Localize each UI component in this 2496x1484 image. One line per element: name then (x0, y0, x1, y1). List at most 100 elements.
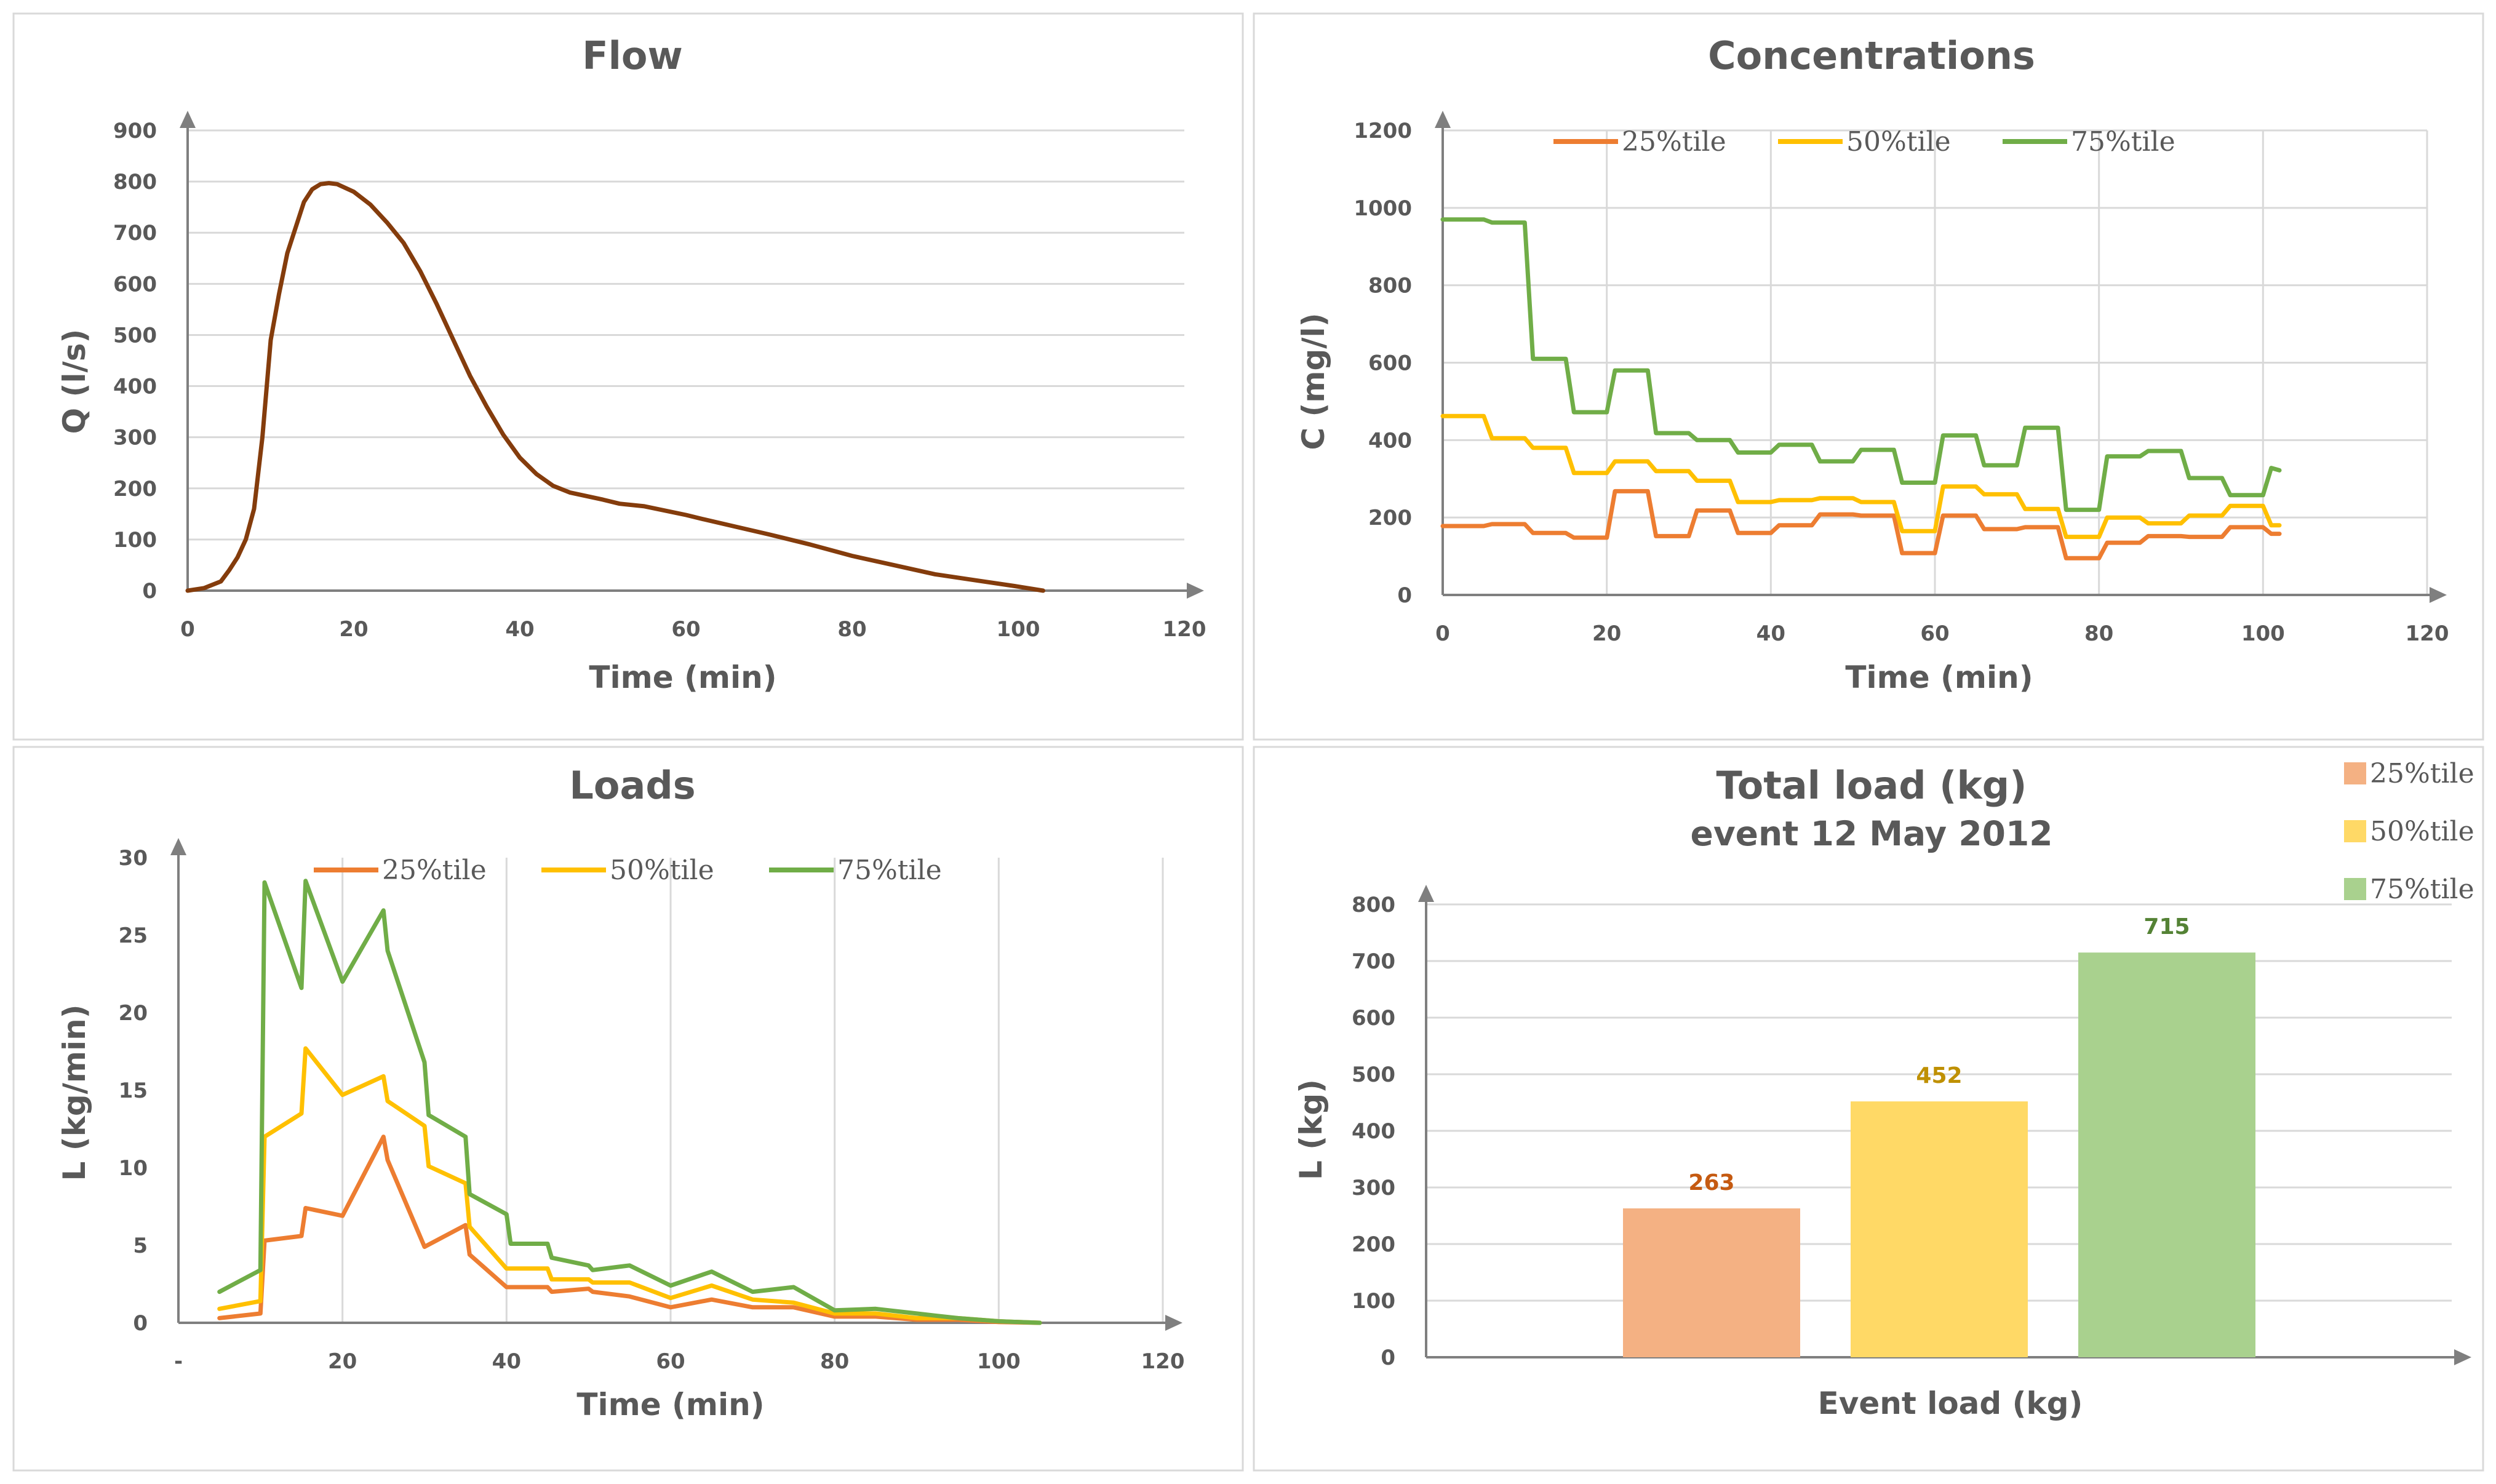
concentrations-legend-label: 75%tile (2071, 126, 2175, 158)
total-load-legend-swatch (2344, 762, 2366, 784)
flow-x-axis-title: Time (min) (589, 660, 776, 695)
concentrations-x-tick-label: 80 (2084, 621, 2113, 646)
concentrations-y-tick-label: 600 (1368, 351, 1412, 376)
flow-x-tick-label: 0 (180, 617, 195, 642)
loads-x-tick-label: 120 (1141, 1349, 1185, 1374)
concentrations-panel (1253, 12, 2484, 741)
loads-y-tick-label: 5 (133, 1234, 148, 1258)
concentrations-y-tick-label: 1200 (1354, 119, 1412, 143)
concentrations-y-tick-label: 1000 (1354, 196, 1412, 221)
total-load-bar-value-label: 263 (1688, 1170, 1734, 1195)
loads-legend-label: 50%tile (610, 855, 714, 886)
total-load-y-tick-label: 200 (1352, 1232, 1395, 1257)
total-load-bar-value-label: 715 (2143, 914, 2190, 939)
concentrations-x-tick-label: 0 (1435, 621, 1450, 646)
flow-y-tick-label: 700 (113, 221, 157, 245)
total-load-bar-25tile (1623, 1208, 1800, 1357)
flow-x-tick-label: 120 (1163, 617, 1206, 642)
total-load-y-tick-label: 100 (1352, 1289, 1395, 1314)
flow-y-tick-label: 900 (113, 119, 157, 143)
loads-panel (12, 746, 1244, 1472)
flow-y-tick-label: 400 (113, 375, 157, 399)
concentrations-legend-label: 50%tile (1846, 126, 1951, 158)
loads-series-75tile (217, 879, 1042, 1325)
flow-y-tick-label: 0 (142, 579, 157, 604)
total-load-y-axis-arrow (1418, 885, 1434, 902)
concentrations-series-75tile (1440, 217, 2282, 513)
total-load-y-tick-label: 300 (1352, 1176, 1395, 1200)
concentrations-x-tick-label: 120 (2406, 621, 2449, 646)
loads-y-tick-label: 20 (119, 1001, 148, 1026)
concentrations-legend-label: 25%tile (1622, 126, 1726, 158)
concentrations-x-tick-label: 100 (2241, 621, 2285, 646)
flow-y-tick-label: 600 (113, 272, 157, 297)
total-load-y-tick-label: 700 (1352, 949, 1395, 974)
concentrations-x-tick-label: 60 (1920, 621, 1949, 646)
loads-x-tick-label: 40 (492, 1349, 521, 1374)
flow-y-tick-label: 500 (113, 323, 157, 348)
flow-y-axis-title: Q (l/s) (57, 329, 92, 434)
concentrations-series-25tile (1440, 489, 2282, 560)
loads-legend-label: 25%tile (382, 855, 487, 886)
total-load-x-axis-arrow (2454, 1349, 2471, 1365)
loads-x-axis-title: Time (min) (576, 1387, 764, 1422)
total-load-title: Total load (kg) (1716, 763, 2027, 808)
flow-y-axis-arrow (180, 111, 196, 128)
concentrations-x-tick-label: 40 (1756, 621, 1785, 646)
total-load-y-tick-label: 400 (1352, 1119, 1395, 1144)
concentrations-y-tick-label: 0 (1397, 583, 1412, 608)
flow-x-tick-label: 40 (505, 617, 534, 642)
total-load-bar-75tile (2078, 952, 2255, 1357)
total-load-y-tick-label: 500 (1352, 1063, 1395, 1087)
flow-x-tick-label: 80 (837, 617, 866, 642)
loads-x-tick-label: 60 (656, 1349, 685, 1374)
loads-y-axis-title: L (kg/min) (57, 1004, 92, 1181)
total-load-bar-50tile (1851, 1101, 2028, 1357)
loads-x-tick-label: 80 (820, 1349, 849, 1374)
flow-x-tick-label: 100 (997, 617, 1040, 642)
total-load-subtitle: event 12 May 2012 (1691, 814, 2053, 853)
total-load-chart: 0 100 200 300 400 500 600 700 800 263 452 715 25%til… (1352, 758, 2474, 1370)
loads-x-tick-label: - (174, 1349, 183, 1374)
flow-y-tick-label: 100 (113, 528, 157, 553)
total-load-legend-swatch (2344, 820, 2366, 842)
concentrations-title: Concentrations (1708, 33, 2035, 78)
flow-y-tick-label: 200 (113, 477, 157, 501)
loads-y-tick-label: 30 (119, 846, 148, 871)
total-load-y-tick-label: 800 (1352, 893, 1395, 917)
total-load-y-tick-label: 600 (1352, 1006, 1395, 1031)
flow-x-axis-arrow (1187, 583, 1204, 599)
flow-series-flow (185, 181, 1045, 593)
total-load-y-tick-label: 0 (1381, 1346, 1395, 1370)
concentrations-y-tick-label: 200 (1368, 506, 1412, 530)
loads-series-50tile (217, 1046, 1042, 1325)
loads-title: Loads (569, 763, 695, 808)
total-load-y-axis-title: L (kg) (1293, 1079, 1329, 1180)
loads-y-axis-arrow (170, 838, 186, 855)
total-load-x-axis-title: Event load (kg) (1818, 1386, 2083, 1421)
total-load-legend-label: 25%tile (2370, 758, 2474, 789)
total-load-legend-label: 75%tile (2370, 874, 2474, 905)
loads-x-axis-arrow (1165, 1315, 1182, 1331)
flow-title: Flow (582, 33, 682, 78)
loads-y-tick-label: 15 (119, 1079, 148, 1103)
total-load-legend-swatch (2344, 878, 2366, 900)
concentrations-y-axis-arrow (1435, 111, 1451, 128)
total-load-legend-label: 50%tile (2370, 816, 2474, 847)
loads-series-25tile (217, 1135, 1042, 1325)
flow-x-tick-label: 60 (671, 617, 700, 642)
flow-y-tick-label: 800 (113, 170, 157, 194)
flow-y-tick-label: 300 (113, 426, 157, 450)
concentrations-x-axis-title: Time (min) (1845, 660, 2033, 695)
loads-x-tick-label: 100 (977, 1349, 1021, 1374)
concentrations-series-50tile (1440, 413, 2282, 540)
flow-x-tick-label: 20 (339, 617, 368, 642)
concentrations-y-tick-label: 800 (1368, 274, 1412, 298)
flow-chart: 0 20 40 60 80 100 120 0 100 200 300 400 500 600 700 800… (113, 111, 1206, 642)
loads-chart: - 20 40 60 80 100 120 0 5 10 15 20 25 30 25%tile 50%til… (119, 838, 1185, 1374)
flow-panel (12, 12, 1244, 741)
concentrations-y-tick-label: 400 (1368, 428, 1412, 453)
concentrations-y-axis-title: C (mg/l) (1296, 313, 1331, 450)
